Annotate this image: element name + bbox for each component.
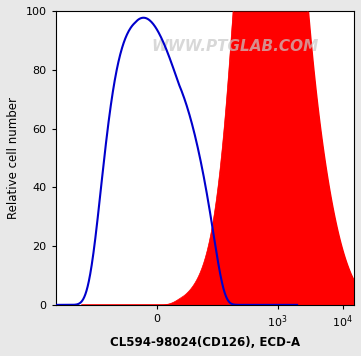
Text: WWW.PTGLAB.COM: WWW.PTGLAB.COM <box>151 39 318 54</box>
X-axis label: CL594-98024(CD126), ECD-A: CL594-98024(CD126), ECD-A <box>110 336 300 349</box>
Y-axis label: Relative cell number: Relative cell number <box>7 97 20 219</box>
